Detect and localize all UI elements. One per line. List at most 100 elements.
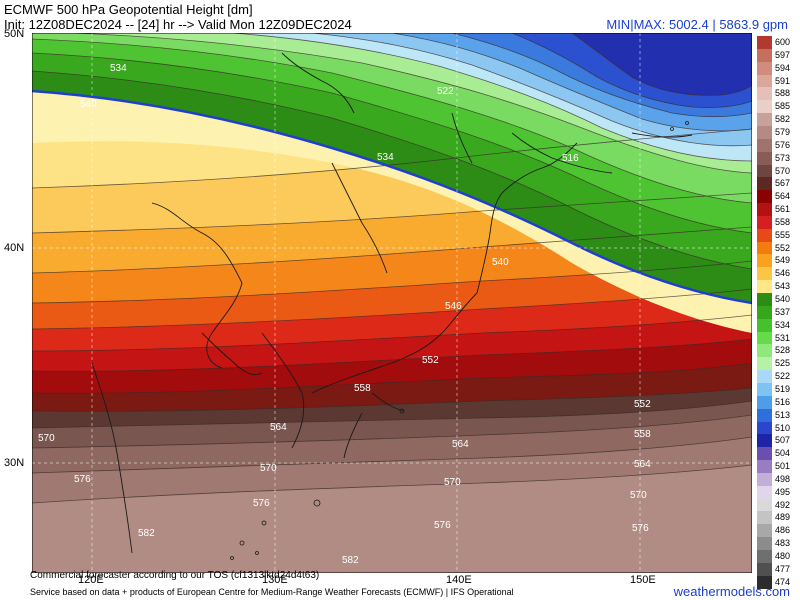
contour-label: 576 bbox=[253, 498, 270, 509]
colorbar-level-label: 588 bbox=[775, 88, 791, 99]
map-title: ECMWF 500 hPa Geopotential Height [dm] bbox=[4, 2, 253, 17]
colorbar-swatch bbox=[757, 511, 772, 525]
init-valid-line: Init: 12Z08DEC2024 -- [24] hr --> Valid … bbox=[4, 17, 352, 32]
contour-label: 552 bbox=[634, 399, 651, 410]
lon-label-120e: 120E bbox=[78, 574, 104, 586]
colorbar-swatch bbox=[757, 164, 772, 178]
colorbar-swatch bbox=[757, 331, 772, 345]
colorbar-level-label: 534 bbox=[775, 319, 791, 330]
colorbar-swatch bbox=[757, 370, 772, 384]
colorbar-swatch bbox=[757, 87, 772, 101]
graticule bbox=[32, 33, 752, 573]
colorbar-level-label: 573 bbox=[775, 152, 791, 163]
colorbar-level-label: 489 bbox=[775, 512, 791, 523]
colorbar-level-label: 564 bbox=[775, 191, 791, 202]
colorbar-swatch bbox=[757, 472, 772, 487]
islands bbox=[230, 121, 689, 560]
colorbar-swatch bbox=[757, 113, 772, 127]
colorbar-level-label: 582 bbox=[775, 114, 791, 125]
colorbar-level-label: 543 bbox=[775, 281, 791, 292]
colorbar-level-label: 477 bbox=[775, 563, 791, 574]
colorbar-level-label: 474 bbox=[775, 576, 791, 587]
colorbar-level-label: 567 bbox=[775, 178, 791, 189]
colorbar-level-label: 585 bbox=[775, 101, 791, 112]
colorbar-level-label: 498 bbox=[775, 473, 791, 484]
contour-label: 570 bbox=[260, 463, 277, 474]
colorbar-swatch bbox=[757, 280, 772, 294]
colorbar-swatch bbox=[757, 562, 772, 577]
colorbar-level-label: 558 bbox=[775, 216, 791, 227]
colorbar-swatch bbox=[757, 61, 772, 76]
colorbar-swatch bbox=[757, 537, 772, 551]
min-max-readout: MIN|MAX: 5002.4 | 5863.9 gpm bbox=[606, 17, 788, 32]
colorbar-swatch bbox=[757, 485, 772, 500]
colorbar-level-label: 510 bbox=[775, 422, 791, 433]
contour-540-bold bbox=[32, 89, 752, 305]
colorbar-swatch bbox=[757, 100, 772, 114]
colorbar-level-label: 552 bbox=[775, 242, 791, 253]
colorbar-swatch bbox=[757, 460, 772, 474]
coastlines bbox=[91, 52, 693, 554]
colorbar-level-label: 492 bbox=[775, 499, 791, 510]
colorbar-level-label: 516 bbox=[775, 396, 791, 407]
colorbar-level-label: 597 bbox=[775, 49, 791, 60]
footer-credits: Service based on data + products of Euro… bbox=[30, 587, 514, 597]
contour-label: 534 bbox=[110, 63, 127, 74]
band-507 bbox=[572, 33, 752, 96]
lon-label-150e: 150E bbox=[630, 574, 656, 586]
colorbar-swatch bbox=[757, 447, 772, 461]
lat-label-30n: 30N bbox=[4, 457, 25, 469]
colorbar-swatch bbox=[757, 48, 772, 63]
contour-label: 540 bbox=[492, 257, 509, 268]
colorbar-swatch bbox=[757, 305, 772, 320]
colorbar-swatch bbox=[757, 177, 772, 191]
contour-lines bbox=[32, 33, 752, 504]
colorbar-level-label: 576 bbox=[775, 139, 791, 150]
colorbar-swatch bbox=[757, 74, 772, 88]
colorbar-level-label: 591 bbox=[775, 75, 791, 86]
colorbar-level-label: 504 bbox=[775, 448, 791, 459]
colorbar-swatch bbox=[757, 241, 772, 255]
colorbar-level-label: 561 bbox=[775, 204, 791, 215]
colorbar-level-label: 519 bbox=[775, 383, 791, 394]
contour-label: 540 bbox=[80, 99, 97, 110]
colorbar-swatch bbox=[757, 550, 772, 564]
colorbar-swatch bbox=[757, 190, 772, 204]
colorbar-swatch bbox=[757, 498, 772, 512]
lat-label-50n: 50N bbox=[4, 28, 25, 40]
contour-label: 582 bbox=[342, 555, 359, 566]
colorbar-swatch bbox=[757, 254, 772, 268]
colorbar-level-label: 522 bbox=[775, 371, 791, 382]
colorbar-level-label: 540 bbox=[775, 294, 791, 304]
colorbar-level-label: 495 bbox=[775, 486, 791, 497]
colorbar-swatch bbox=[757, 421, 772, 435]
colorbar-swatch bbox=[757, 203, 772, 217]
colorbar-level-label: 549 bbox=[775, 255, 791, 266]
colorbar-level-label: 486 bbox=[775, 525, 791, 536]
lon-label-140e: 140E bbox=[446, 574, 472, 586]
contour-label: 552 bbox=[422, 355, 439, 366]
colorbar-swatch bbox=[757, 382, 772, 397]
colorbar-level-label: 594 bbox=[775, 62, 791, 73]
contour-label: 570 bbox=[444, 477, 461, 488]
contour-label: 576 bbox=[74, 474, 91, 485]
colorbar-swatch bbox=[757, 318, 772, 333]
brand-link[interactable]: weathermodels.com bbox=[673, 584, 790, 599]
contour-label: 576 bbox=[434, 520, 451, 531]
contour-labels: 534 540 522 534 516 540 546 552 558 552 … bbox=[38, 63, 651, 566]
colorbar-swatch bbox=[757, 228, 772, 243]
colorbar-swatch bbox=[757, 408, 772, 422]
footer-license: Commercial forecaster according to our T… bbox=[30, 570, 320, 581]
colorbar-swatch bbox=[757, 395, 772, 410]
colorbar-swatch bbox=[757, 344, 772, 358]
contour-label: 546 bbox=[445, 301, 462, 312]
contour-label: 576 bbox=[632, 523, 649, 534]
contour-label: 534 bbox=[377, 152, 394, 163]
contour-label: 558 bbox=[354, 383, 371, 394]
colorbar-swatch bbox=[757, 575, 772, 590]
contour-label: 564 bbox=[452, 439, 469, 450]
lon-label-130e: 130E bbox=[262, 574, 288, 586]
contour-label: 570 bbox=[38, 433, 55, 444]
colorbar-level-label: 570 bbox=[775, 165, 791, 176]
contour-label: 564 bbox=[270, 422, 287, 433]
